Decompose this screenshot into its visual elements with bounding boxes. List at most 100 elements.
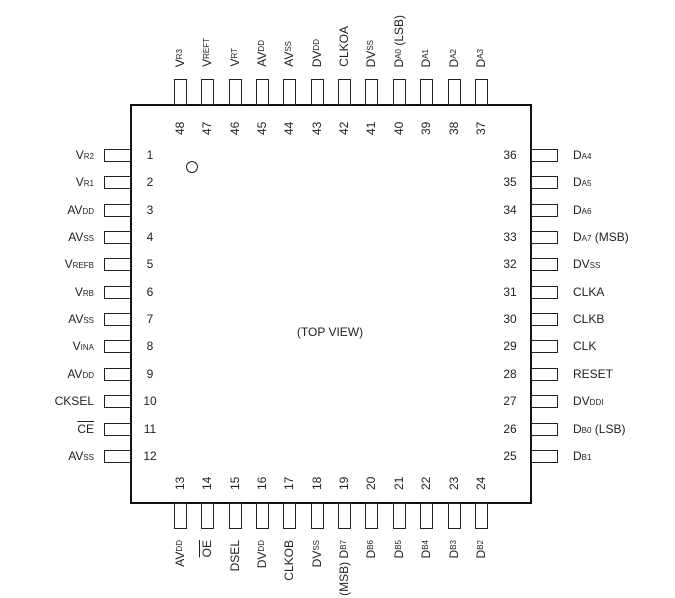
pin-lead xyxy=(531,203,558,217)
pin-lead xyxy=(531,367,558,381)
pin-label-name: V xyxy=(227,58,242,67)
pin-label: CLKB xyxy=(573,312,604,326)
pin-label: VRT xyxy=(228,48,242,67)
pin-label-name: D xyxy=(573,421,582,436)
pin-label-name: AV xyxy=(173,551,187,567)
pin-label-name: D xyxy=(391,58,406,67)
pin-label: VRB xyxy=(75,285,94,301)
pin-label-name: D xyxy=(419,549,434,559)
pin-number: 13 xyxy=(173,476,187,490)
pin-label: DA5 xyxy=(573,175,591,191)
pin-label: DB0 (LSB) xyxy=(573,422,625,438)
pin-lead xyxy=(447,79,461,105)
pin-number: 38 xyxy=(446,121,461,135)
pin-lead xyxy=(310,503,324,529)
pin-label: VR1 xyxy=(76,175,94,191)
pin-number: 12 xyxy=(143,448,157,463)
pin-lead xyxy=(104,340,131,354)
pin-label-subscript: DD xyxy=(82,206,94,216)
pin-label-name: V xyxy=(173,58,187,67)
pin-label-name: D xyxy=(573,175,582,190)
pin1-indicator-circle xyxy=(186,161,198,173)
chip-package-body xyxy=(130,104,532,504)
pin-number: 17 xyxy=(282,476,297,490)
pin-label: VREFB xyxy=(65,257,94,273)
pin-label: DA7 (MSB) xyxy=(573,230,629,246)
pin-label-name: V xyxy=(74,284,83,299)
pin-label-name: D xyxy=(573,230,582,245)
pin-lead xyxy=(531,313,558,327)
pin-lead xyxy=(256,79,270,105)
pin-label-name: DV xyxy=(573,257,590,272)
pin-label-name: DSEL xyxy=(227,540,242,572)
pin-label-name: AV xyxy=(68,448,84,463)
pin-number: 30 xyxy=(503,312,517,327)
pin-number: 9 xyxy=(146,366,154,381)
pin-label: DB6 xyxy=(364,540,378,558)
pin-lead xyxy=(228,79,242,105)
pin-label-subscript: DDI xyxy=(589,398,604,408)
pin-label-subscript: SS xyxy=(366,39,376,51)
pin-label-name: CLKOA xyxy=(337,26,352,67)
pin-label-name: D xyxy=(337,549,352,559)
pin-label: AVSS xyxy=(68,230,94,246)
pin-label-name: D xyxy=(573,148,582,162)
pin-number: 18 xyxy=(309,476,324,490)
pin-lead xyxy=(392,79,406,105)
pin-label-subscript: RB xyxy=(82,288,94,298)
pin-number: 7 xyxy=(146,312,154,327)
pin-lead xyxy=(531,176,558,190)
pin-label-subscript: A4 xyxy=(581,152,592,161)
pin-label: DB3 xyxy=(447,540,461,558)
pin-label: DA3 xyxy=(474,49,488,67)
pin-lead xyxy=(104,149,131,162)
pin-label-subscript: SS xyxy=(311,540,321,551)
pin-lead xyxy=(420,79,434,105)
pin-label: CLK xyxy=(573,339,596,353)
pin-label-subscript: R3 xyxy=(175,48,184,59)
pin-label: AVDD xyxy=(67,367,94,383)
pin-number: 26 xyxy=(503,421,517,436)
pin-label-name: AV xyxy=(68,230,84,245)
pin-lead xyxy=(392,503,406,529)
pin-label-subscript: SS xyxy=(83,316,94,326)
pin-label-subscript: DD xyxy=(257,540,267,552)
pin-lead xyxy=(447,503,461,529)
pin-label: DVDD xyxy=(310,39,324,67)
pin-label-name: AV xyxy=(255,51,270,67)
pin-label-name: V xyxy=(200,58,215,67)
pin-label-subscript: INA xyxy=(80,343,94,353)
pin-label: OE xyxy=(200,540,214,557)
pin-lead xyxy=(531,395,558,409)
pin-lead xyxy=(104,176,131,190)
pin-number: 39 xyxy=(419,121,434,135)
pin-label: DB4 xyxy=(419,540,433,558)
pin-number: 42 xyxy=(337,121,352,135)
pin-label-name: D xyxy=(473,549,488,559)
pin-label: DA2 xyxy=(447,49,461,67)
pin-label: DB5 xyxy=(392,540,406,558)
pin-lead xyxy=(104,258,131,272)
pin-number: 10 xyxy=(143,394,157,409)
pin-lead xyxy=(228,503,242,529)
pin-label-subscript: A2 xyxy=(448,48,458,59)
pin-label: AVDD xyxy=(173,540,187,567)
pin-label-subscript: R1 xyxy=(83,179,94,189)
pin-label-subscript: SS xyxy=(83,234,94,244)
pin-label: AVSS xyxy=(68,312,94,328)
pin-number: 46 xyxy=(227,121,242,135)
pin-number: 29 xyxy=(503,339,517,354)
pin-label-name: CLKA xyxy=(573,284,605,299)
pin-number: 16 xyxy=(255,476,270,490)
pin-label-name: D xyxy=(573,202,582,217)
pin-lead xyxy=(531,340,558,354)
pin-label-subscript: R2 xyxy=(83,152,94,161)
pin-label-name: D xyxy=(419,58,434,67)
pin-label-subscript: DD xyxy=(257,40,267,52)
pin-label-subscript: A1 xyxy=(421,48,431,59)
pin-label-name: AV xyxy=(68,312,84,327)
top-view-label: (TOP VIEW) xyxy=(296,325,364,339)
pin-label-name: AV xyxy=(67,366,83,381)
pin-lead xyxy=(310,79,324,105)
pin-label-name: OE xyxy=(200,540,215,558)
